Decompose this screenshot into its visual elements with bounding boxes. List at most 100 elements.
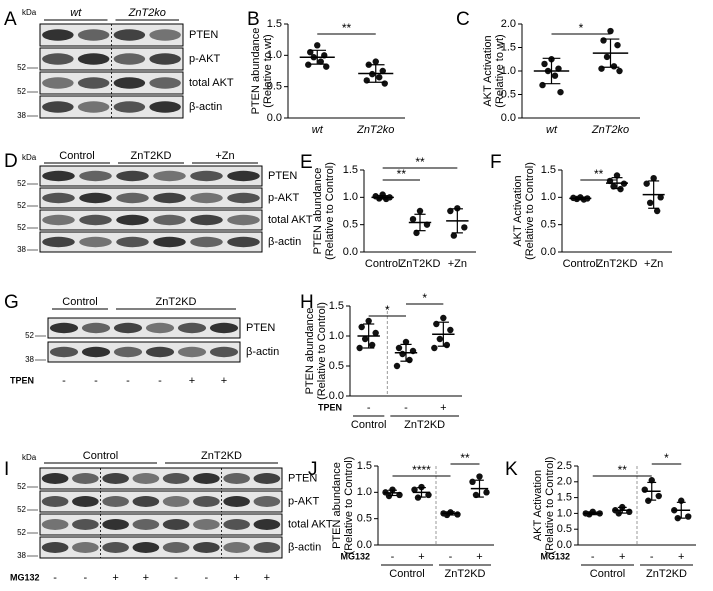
- data-point: [483, 489, 490, 496]
- data-point: [323, 63, 330, 70]
- size-marker: 52: [17, 482, 26, 491]
- band: [77, 29, 110, 41]
- band: [42, 77, 74, 89]
- group-header: Control: [62, 296, 97, 308]
- y-tick-label: 0.5: [541, 219, 556, 231]
- y-axis-label: PTEN abundance: [250, 28, 262, 115]
- row-label: total AKT: [288, 518, 333, 530]
- significance-label: **: [397, 167, 407, 181]
- y-tick-label: 1.5: [557, 492, 572, 504]
- band: [227, 236, 260, 248]
- group-label: Control: [590, 568, 625, 580]
- band: [72, 496, 99, 507]
- x-tick-label: wt: [312, 124, 324, 136]
- y-tick-label: 0.5: [329, 360, 344, 372]
- row-label: β-actin: [268, 236, 301, 248]
- band: [132, 473, 160, 484]
- band: [193, 542, 220, 553]
- x-tick-label: +: [678, 551, 684, 563]
- data-point: [616, 67, 623, 75]
- row-label: β-actin: [288, 541, 321, 553]
- data-point: [305, 61, 312, 68]
- significance-label: **: [415, 155, 425, 169]
- data-point: [607, 27, 614, 35]
- y-tick-label: 1.5: [343, 164, 358, 176]
- band: [42, 53, 74, 65]
- band: [72, 519, 99, 530]
- band: [253, 542, 281, 553]
- x-tick-label: Control: [365, 258, 400, 270]
- row-label: PTEN: [189, 29, 218, 41]
- size-marker: 52: [17, 201, 26, 210]
- row-label: PTEN: [288, 472, 317, 484]
- band: [190, 214, 223, 226]
- band: [153, 236, 186, 248]
- y-tick-label: 0.5: [357, 513, 372, 525]
- band: [102, 542, 129, 553]
- band: [145, 346, 175, 358]
- data-point: [431, 344, 438, 352]
- data-point: [600, 37, 607, 44]
- group-header: ZnT2ko: [128, 7, 166, 19]
- panel-letter: K: [505, 459, 518, 480]
- band: [149, 53, 181, 65]
- band: [145, 322, 175, 334]
- size-marker: 38: [17, 551, 26, 560]
- y-tick-label: 0.0: [357, 539, 372, 551]
- data-point: [598, 65, 605, 72]
- group-header: Control: [59, 150, 94, 162]
- row-label: PTEN: [268, 170, 297, 182]
- data-point: [541, 60, 548, 68]
- group-header: ZnT2KD: [156, 296, 197, 308]
- band: [223, 496, 250, 507]
- significance-label: *: [385, 303, 390, 317]
- x-tick-label: -: [391, 551, 395, 563]
- panel-letter: A: [4, 9, 17, 30]
- band: [41, 473, 69, 484]
- band: [193, 519, 220, 530]
- band: [116, 170, 149, 182]
- band: [102, 473, 129, 484]
- band: [153, 170, 186, 182]
- group-header: ZnT2KD: [201, 450, 242, 462]
- band: [162, 542, 190, 553]
- x-tick-label: -: [404, 402, 408, 414]
- y-tick-label: 1.0: [267, 49, 282, 61]
- treatment-sign: +: [221, 375, 227, 387]
- data-point: [365, 317, 372, 325]
- band: [49, 322, 79, 334]
- x-tick-label: +: [440, 402, 446, 414]
- x-tick-label: ZnT2ko: [591, 124, 629, 136]
- data-point: [411, 486, 418, 493]
- panel-letter: D: [4, 151, 18, 172]
- band: [116, 236, 149, 248]
- treatment-sign: +: [112, 572, 118, 584]
- x-tick-label: ZnT2ko: [356, 124, 394, 136]
- kda-unit: kDa: [22, 8, 37, 17]
- y-tick-label: 1.0: [541, 191, 556, 203]
- band: [49, 346, 79, 358]
- panel-letter: C: [456, 9, 470, 30]
- size-marker: 52: [17, 63, 26, 72]
- y-axis-label: (Relative to wt): [262, 34, 274, 107]
- data-point: [317, 58, 324, 65]
- row-label: p-AKT: [189, 53, 220, 65]
- band: [132, 496, 160, 507]
- y-tick-label: 2.5: [557, 460, 572, 472]
- band: [41, 496, 69, 507]
- band: [116, 192, 149, 204]
- data-point: [361, 335, 369, 343]
- y-tick-label: 0.5: [343, 219, 358, 231]
- band: [132, 542, 160, 553]
- band: [253, 496, 281, 507]
- treatment-sign: +: [233, 572, 239, 584]
- y-tick-label: 2.0: [501, 18, 516, 30]
- x-tick-label: +Zn: [448, 258, 467, 270]
- y-tick-label: 0.0: [267, 112, 282, 124]
- band: [72, 542, 99, 553]
- data-point: [650, 175, 657, 182]
- y-axis-label: AKT Activation: [482, 35, 494, 106]
- data-point: [381, 80, 388, 87]
- panel-letter: B: [247, 9, 260, 30]
